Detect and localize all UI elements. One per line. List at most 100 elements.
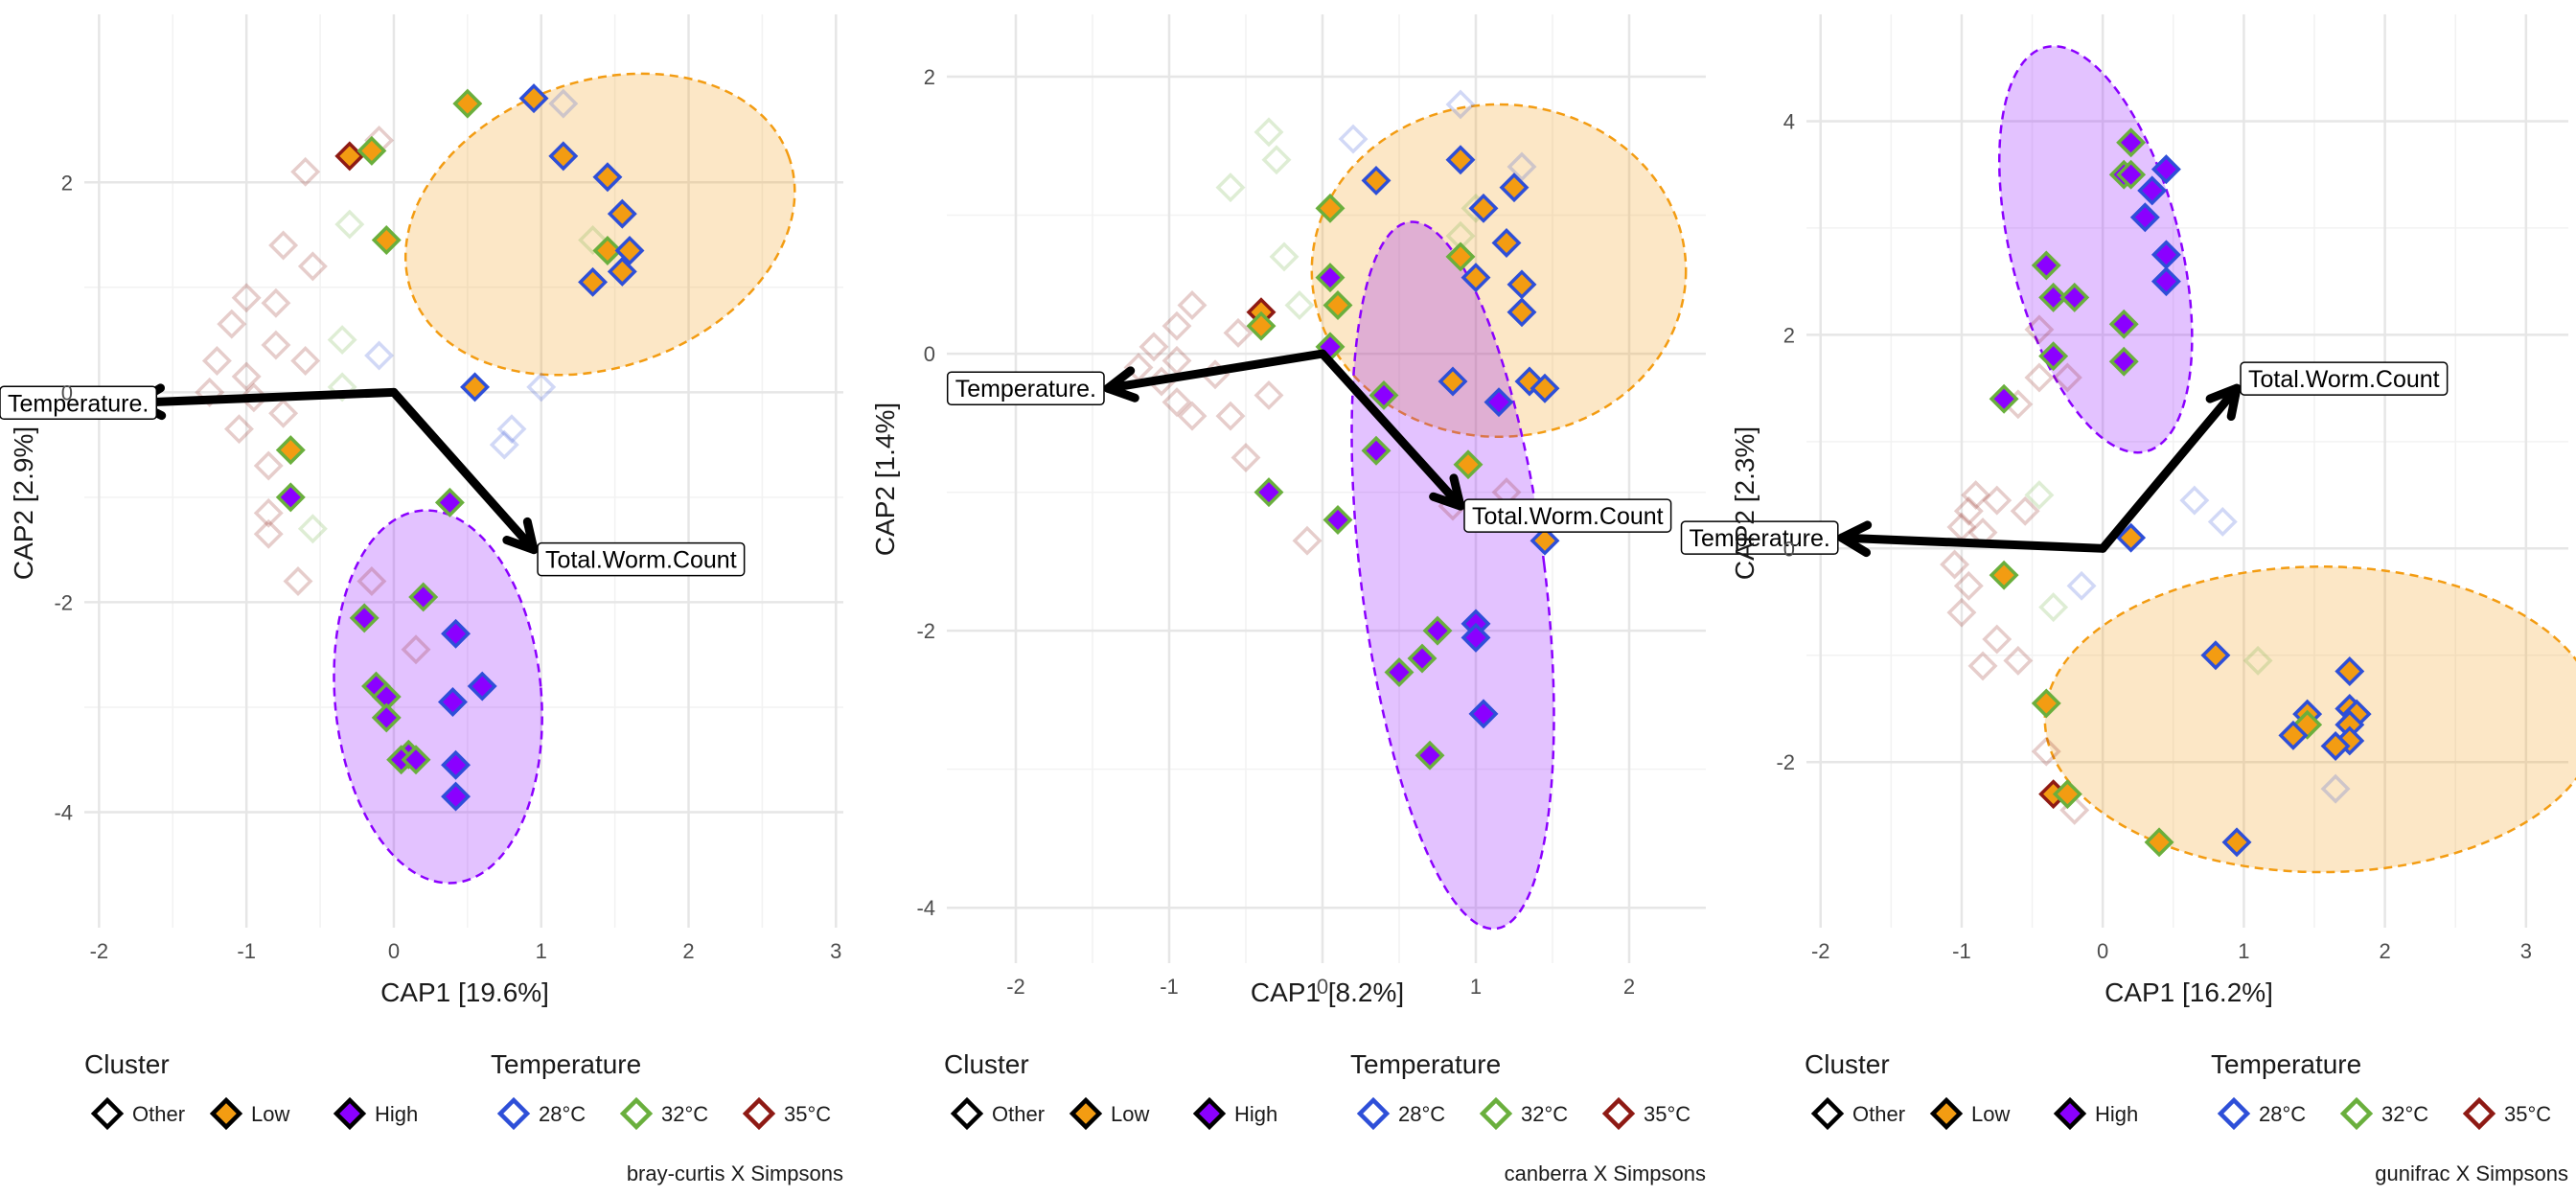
data-point: [1215, 401, 1246, 431]
panel-1-grid: [84, 14, 843, 928]
data-point: [1269, 242, 1300, 272]
data-point: [518, 83, 549, 114]
data-point: [2031, 736, 2061, 767]
vector-label: Total.Worm.Count: [2240, 361, 2449, 396]
legend-key-other: [950, 1096, 984, 1131]
vector-label: Temperature.: [0, 385, 158, 421]
data-point: [1284, 290, 1315, 320]
data-point: [356, 135, 387, 166]
data-point: [290, 346, 321, 376]
vector-arrow-head: [502, 517, 539, 555]
vector-label: Temperature.: [1680, 520, 1839, 555]
x-tick-label: 3: [2520, 939, 2532, 963]
data-point: [253, 450, 284, 481]
panel-3-legend: Cluster Other Low High Temperature 28°C 32°C 35…: [1805, 1049, 2551, 1131]
legend-label-high: High: [2095, 1102, 2138, 1126]
data-point: [2059, 282, 2090, 312]
legend-label-temp: 32°C: [1521, 1102, 1568, 1126]
vector-label-box: [1680, 520, 1839, 555]
panel-1: Temperature.Total.Worm.Count -2 -1 0 1 2 3-4-…: [0, 14, 843, 1185]
data-point: [2024, 362, 2055, 393]
data-point: [1438, 366, 1468, 397]
data-point: [2031, 250, 2061, 281]
panel-3-caption: gunifrac X Simpsons: [2375, 1162, 2568, 1185]
data-point: [526, 372, 557, 402]
data-point: [1460, 263, 1491, 293]
data-point: [548, 88, 579, 119]
panel-1-ticks: -2 -1 0 1 2 3 -4 -2 0 2: [54, 171, 841, 963]
data-point: [364, 340, 395, 371]
legend-key-temp: [1601, 1096, 1636, 1131]
x-tick-label: -2: [1811, 939, 1830, 963]
data-point: [578, 266, 609, 297]
x-tick-label: -1: [1160, 975, 1179, 999]
data-point: [2242, 645, 2273, 676]
legend-key-temp: [742, 1096, 776, 1131]
legend-key-high: [2053, 1096, 2087, 1131]
x-tick-label: 1: [536, 939, 547, 963]
cluster-ellipse-high: [333, 509, 543, 885]
vector-label-text: Temperature.: [955, 376, 1096, 402]
data-point: [489, 429, 519, 460]
panel-2-y-axis-title: CAP2 [1.4%]: [870, 402, 900, 556]
vector-label-box: [946, 371, 1105, 405]
data-point: [1254, 477, 1284, 508]
vector-arrow-shaft: [1103, 349, 1327, 393]
data-point: [2221, 827, 2252, 858]
cluster-ellipse-low: [403, 72, 796, 377]
data-point: [1506, 297, 1537, 328]
legend-label-high: High: [1234, 1102, 1277, 1126]
legend-label-other: Other: [1852, 1102, 1905, 1126]
vector-label-text: Total.Worm.Count: [545, 547, 737, 574]
vector-arrow-shaft: [389, 387, 539, 555]
data-point: [2066, 570, 2097, 601]
data-point: [2207, 506, 2238, 537]
legend-temperature-title: Temperature: [491, 1049, 641, 1079]
data-point: [2320, 731, 2351, 761]
data-point: [201, 346, 232, 376]
data-point: [1246, 310, 1276, 341]
panel-3-grid: [1806, 14, 2568, 928]
legend-cluster-title: Cluster: [84, 1049, 170, 1079]
data-point: [1989, 560, 2019, 590]
legend-key-temp: [1479, 1096, 1513, 1131]
panel-1-ellipses: [333, 72, 796, 885]
data-point: [1254, 380, 1284, 410]
data-point: [2003, 645, 2034, 676]
x-tick-label: -1: [1952, 939, 1971, 963]
data-point: [452, 88, 483, 119]
data-point: [1407, 643, 1438, 674]
panel-3: Total.Worm.Count Temperature. -2 -1 0 1 2 3 -2 0…: [1680, 14, 2576, 1185]
panel-3-vectors: Total.Worm.Count Temperature.: [1680, 361, 2449, 558]
data-point: [607, 198, 637, 229]
legend-key-low: [209, 1096, 243, 1131]
data-point: [2024, 480, 2055, 511]
legend-label-other: Other: [992, 1102, 1045, 1126]
data-point: [2179, 485, 2210, 516]
x-tick-label: -2: [90, 939, 109, 963]
data-point: [1315, 193, 1346, 223]
data-point: [1468, 699, 1499, 729]
data-point: [460, 372, 491, 402]
data-point: [408, 582, 439, 612]
data-point: [1506, 151, 1537, 182]
data-point: [268, 398, 299, 428]
data-point: [2129, 202, 2160, 233]
panel-2-caption: canberra X Simpsons: [1505, 1162, 1706, 1185]
data-point: [2024, 314, 2055, 345]
data-point: [1989, 383, 2019, 414]
y-tick-label: 0: [61, 380, 73, 404]
data-point: [349, 603, 380, 633]
panel-2-vectors: Temperature. Total.Worm.Count: [946, 349, 1672, 533]
x-tick-label: 1: [1470, 975, 1482, 999]
data-point: [2010, 495, 2040, 526]
data-point: [1338, 124, 1368, 154]
vector-arrow-shaft: [2098, 383, 2242, 553]
data-point: [297, 514, 328, 544]
data-point: [268, 230, 299, 261]
data-point: [1946, 597, 1977, 628]
panel-2-grid: [947, 14, 1706, 963]
x-tick-label: 1: [2238, 939, 2249, 963]
vector-label-text: Total.Worm.Count: [1472, 503, 1664, 530]
